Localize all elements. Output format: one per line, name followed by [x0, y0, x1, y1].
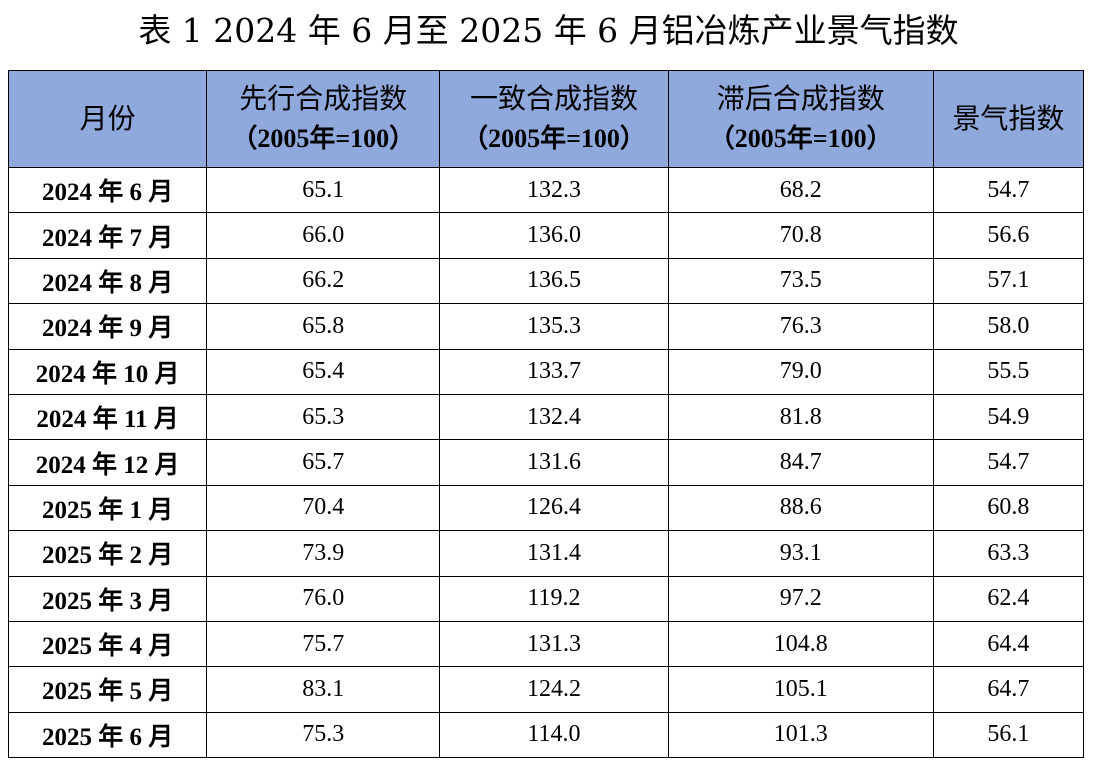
table-row: 2024 年 8 月 66.2 136.5 73.5 57.1	[7, 257, 1085, 305]
table-body: 2024 年 6 月 65.1 132.3 68.2 54.7 2024 年 7 月 66.…	[7, 166, 1085, 759]
lagging-value-cell: 104.8	[667, 620, 934, 668]
coincident-value-cell: 136.5	[439, 257, 669, 305]
month-cell: 2024 年 12 月	[7, 439, 208, 486]
lagging-value-cell: 101.3	[667, 711, 934, 759]
month-cell: 2024 年 9 月	[7, 303, 208, 350]
header-lagging-base: （2005年=100）	[708, 124, 893, 153]
coincident-value-cell: 132.4	[439, 393, 669, 441]
header-prosperity-index: 景气指数	[932, 70, 1085, 168]
month-cell: 2024 年 7 月	[7, 212, 208, 259]
lagging-value-cell: 97.2	[667, 575, 934, 622]
prosperity-index-table: 月份 先行合成指数 （2005年=100） 一致合成指数 （2005年=100）…	[7, 70, 1085, 759]
lagging-value-cell: 76.3	[667, 303, 934, 350]
month-cell: 2024 年 6 月	[7, 166, 208, 214]
header-coincident-index: 一致合成指数 （2005年=100）	[439, 70, 669, 168]
table-row: 2025 年 1 月 70.4 126.4 88.6 60.8	[7, 484, 1085, 532]
prosperity-value-cell: 60.8	[932, 484, 1085, 532]
leading-value-cell: 65.4	[206, 348, 441, 395]
coincident-value-cell: 135.3	[439, 303, 669, 350]
table-title: 表 1 2024 年 6 月至 2025 年 6 月铝冶炼产业景气指数	[138, 11, 959, 50]
coincident-value-cell: 131.4	[439, 530, 669, 577]
lagging-value-cell: 105.1	[667, 666, 934, 713]
table-row: 2025 年 2 月 73.9 131.4 93.1 63.3	[7, 530, 1085, 577]
month-cell: 2024 年 8 月	[7, 257, 208, 305]
lagging-value-cell: 84.7	[667, 439, 934, 486]
table-row: 2024 年 6 月 65.1 132.3 68.2 54.7	[7, 166, 1085, 214]
month-cell: 2025 年 4 月	[7, 620, 208, 668]
coincident-value-cell: 124.2	[439, 666, 669, 713]
lagging-value-cell: 68.2	[667, 166, 934, 214]
leading-value-cell: 76.0	[206, 575, 441, 622]
prosperity-value-cell: 63.3	[932, 530, 1085, 577]
prosperity-value-cell: 56.1	[932, 711, 1085, 759]
coincident-value-cell: 133.7	[439, 348, 669, 395]
header-leading-base: （2005年=100）	[231, 124, 416, 153]
header-leading-name: 先行合成指数	[239, 82, 408, 115]
table-row: 2025 年 4 月 75.7 131.3 104.8 64.4	[7, 620, 1085, 668]
lagging-value-cell: 73.5	[667, 257, 934, 305]
coincident-value-cell: 131.6	[439, 439, 669, 486]
lagging-value-cell: 81.8	[667, 393, 934, 441]
lagging-value-cell: 70.8	[667, 212, 934, 259]
month-cell: 2025 年 3 月	[7, 575, 208, 622]
table-header: 月份 先行合成指数 （2005年=100） 一致合成指数 （2005年=100）…	[7, 70, 1085, 168]
leading-value-cell: 83.1	[206, 666, 441, 713]
table-row: 2025 年 3 月 76.0 119.2 97.2 62.4	[7, 575, 1085, 622]
leading-value-cell: 65.1	[206, 166, 441, 214]
coincident-value-cell: 114.0	[439, 711, 669, 759]
lagging-value-cell: 93.1	[667, 530, 934, 577]
leading-value-cell: 66.0	[206, 212, 441, 259]
leading-value-cell: 73.9	[206, 530, 441, 577]
table-row: 2025 年 5 月 83.1 124.2 105.1 64.7	[7, 666, 1085, 713]
header-coincident-base: （2005年=100）	[462, 124, 646, 153]
prosperity-value-cell: 58.0	[932, 303, 1085, 350]
leading-value-cell: 66.2	[206, 257, 441, 305]
month-cell: 2024 年 10 月	[7, 348, 208, 395]
lagging-value-cell: 88.6	[667, 484, 934, 532]
month-cell: 2025 年 6 月	[7, 711, 208, 759]
header-leading-index: 先行合成指数 （2005年=100）	[206, 70, 441, 168]
leading-value-cell: 75.3	[206, 711, 441, 759]
prosperity-value-cell: 54.7	[932, 439, 1085, 486]
coincident-value-cell: 131.3	[439, 620, 669, 668]
leading-value-cell: 65.3	[206, 393, 441, 441]
prosperity-value-cell: 64.4	[932, 620, 1085, 668]
table-row: 2024 年 11 月 65.3 132.4 81.8 54.9	[7, 393, 1085, 441]
leading-value-cell: 75.7	[206, 620, 441, 668]
coincident-value-cell: 126.4	[439, 484, 669, 532]
table-row: 2024 年 9 月 65.8 135.3 76.3 58.0	[7, 303, 1085, 350]
table-row: 2024 年 12 月 65.7 131.6 84.7 54.7	[7, 439, 1085, 486]
month-cell: 2025 年 5 月	[7, 666, 208, 713]
coincident-value-cell: 119.2	[439, 575, 669, 622]
prosperity-value-cell: 54.7	[932, 166, 1085, 214]
table-row: 2024 年 10 月 65.4 133.7 79.0 55.5	[7, 348, 1085, 395]
prosperity-value-cell: 62.4	[932, 575, 1085, 622]
table-row: 2024 年 7 月 66.0 136.0 70.8 56.6	[7, 212, 1085, 259]
coincident-value-cell: 136.0	[439, 212, 669, 259]
coincident-value-cell: 132.3	[439, 166, 669, 214]
prosperity-value-cell: 57.1	[932, 257, 1085, 305]
header-lagging-index: 滞后合成指数 （2005年=100）	[667, 70, 934, 168]
header-lagging-name: 滞后合成指数	[716, 82, 885, 115]
prosperity-value-cell: 55.5	[932, 348, 1085, 395]
leading-value-cell: 65.8	[206, 303, 441, 350]
leading-value-cell: 70.4	[206, 484, 441, 532]
header-coincident-name: 一致合成指数	[469, 82, 638, 115]
header-month: 月份	[7, 70, 208, 168]
month-cell: 2024 年 11 月	[7, 393, 208, 441]
table-row: 2025 年 6 月 75.3 114.0 101.3 56.1	[7, 711, 1085, 759]
month-cell: 2025 年 1 月	[7, 484, 208, 532]
prosperity-value-cell: 56.6	[932, 212, 1085, 259]
prosperity-value-cell: 64.7	[932, 666, 1085, 713]
header-row: 月份 先行合成指数 （2005年=100） 一致合成指数 （2005年=100）…	[7, 70, 1085, 168]
leading-value-cell: 65.7	[206, 439, 441, 486]
month-cell: 2025 年 2 月	[7, 530, 208, 577]
prosperity-value-cell: 54.9	[932, 393, 1085, 441]
lagging-value-cell: 79.0	[667, 348, 934, 395]
